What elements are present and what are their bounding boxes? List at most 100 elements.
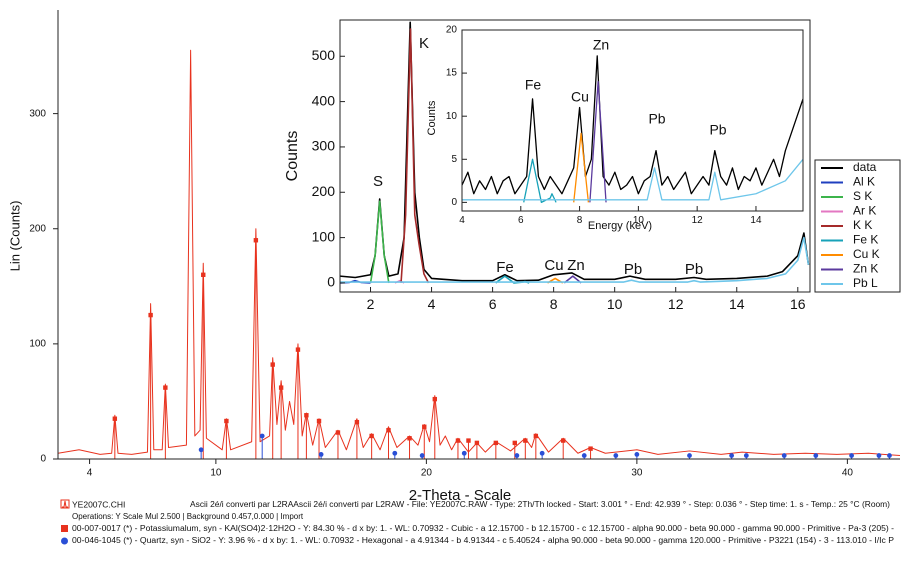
stick-marker [432, 396, 437, 402]
series-line [340, 236, 810, 283]
stick-marker [561, 438, 566, 443]
stick-marker [466, 438, 471, 443]
legend-label: 00-007-0017 (*) - Potassiumalum, syn - K… [72, 524, 894, 533]
stick-marker [533, 433, 539, 439]
y-tick-label: 100 [312, 228, 336, 244]
stick-marker [253, 238, 259, 243]
stick-marker [369, 433, 374, 439]
stick-marker [781, 453, 787, 458]
y-tick-label: 20 [446, 25, 458, 36]
x-tick-label: 4 [459, 215, 465, 226]
stick-marker [474, 440, 480, 446]
y-axis-title: Lin (Counts) [7, 201, 22, 272]
x-tick-label: 12 [692, 215, 704, 226]
y-tick-label: 0 [327, 274, 335, 290]
x-tick-label: 6 [489, 296, 497, 312]
stick-marker [392, 450, 398, 456]
legend-label: Fe K [853, 233, 878, 247]
peak-label: Zn [567, 257, 585, 274]
legend-icon [61, 537, 68, 545]
plot-background [462, 30, 803, 211]
legend-icon-peak [62, 500, 68, 508]
operations: Operations: Y Scale Mul 2.500 | Backgrou… [72, 512, 304, 521]
file-info: Ascii 2é/i converti par L2RAAscii 2é/i c… [190, 500, 890, 509]
x-tick-label: 14 [750, 215, 762, 226]
y-tick-label: 0 [451, 197, 457, 208]
series-line [563, 275, 582, 284]
stick-marker [112, 416, 118, 421]
stick-marker [876, 453, 882, 458]
peak-label: S [373, 173, 383, 190]
plot-frame [461, 29, 804, 212]
stick-marker [687, 453, 692, 458]
x-tick-label: 40 [842, 468, 854, 479]
series-line [573, 132, 590, 203]
stick-marker [813, 453, 819, 458]
x-axis-title: Energy (keV) [588, 220, 652, 232]
series-line [58, 49, 900, 457]
stick-marker [613, 453, 619, 458]
stick-marker [335, 430, 341, 435]
stick-marker [304, 413, 309, 418]
peak-label: Cu [544, 257, 563, 274]
stick-marker [512, 440, 517, 446]
x-tick-label: 12 [668, 296, 684, 312]
x-tick-label: 20 [421, 468, 433, 479]
series-line [462, 55, 803, 195]
peak-label: Cu [571, 89, 589, 105]
stick-marker [386, 428, 391, 433]
stick-marker [419, 453, 425, 458]
x-tick-label: 8 [577, 215, 583, 226]
stick-marker [581, 453, 587, 458]
stick-marker [539, 450, 545, 456]
y-tick-label: 0 [40, 454, 46, 465]
legend-label: Al K [853, 175, 875, 189]
x-tick-label: 6 [518, 215, 524, 226]
stick-marker [461, 450, 467, 456]
x-tick-label: 4 [428, 296, 436, 312]
y-axis-title: Counts [284, 131, 301, 182]
peak-label: Zn [593, 37, 609, 53]
series-line [400, 28, 430, 284]
legend-label: K K [853, 218, 872, 232]
stick-marker [318, 451, 324, 457]
y-axis-title: Counts [426, 100, 438, 135]
stick-marker [634, 451, 640, 457]
y-tick-label: 15 [446, 68, 458, 79]
stick-marker [588, 446, 593, 451]
y-tick-label: 300 [312, 138, 336, 154]
peak-label: Pb [624, 261, 642, 278]
y-tick-label: 400 [312, 92, 336, 108]
y-tick-label: 500 [312, 47, 336, 63]
x-axis-title: 2-Theta - Scale [409, 487, 512, 504]
peak-label: Fe [525, 77, 542, 93]
stick-marker [259, 433, 265, 439]
x-tick-label: 14 [729, 296, 745, 312]
legend-label: data [853, 160, 877, 174]
plot-area [462, 55, 803, 204]
y-tick-label: 200 [312, 183, 336, 199]
stick-marker [849, 453, 854, 458]
plot-area [58, 49, 900, 459]
legend-label: YE2007C.CHI [72, 499, 125, 509]
stick-marker [523, 438, 528, 443]
y-tick-label: 300 [29, 108, 46, 119]
x-tick-label: 16 [790, 296, 806, 312]
y-tick-label: 100 [29, 339, 46, 350]
stick-marker [493, 440, 499, 446]
stick-marker [422, 424, 427, 429]
plot-frame [339, 19, 811, 293]
stick-marker [729, 453, 734, 458]
stick-marker [278, 385, 284, 390]
x-tick-label: 30 [631, 468, 643, 479]
pattern-legend: YE2007C.CHI Ascii 2é/i converti par L2RAA… [60, 499, 894, 545]
peak-label: Fe [496, 259, 514, 276]
series-line [462, 158, 803, 201]
stick-marker [316, 418, 322, 424]
stick-marker [148, 312, 153, 318]
stick-marker [270, 362, 275, 367]
legend-label: Cu K [853, 247, 880, 261]
peak-label: Pb [709, 122, 726, 138]
